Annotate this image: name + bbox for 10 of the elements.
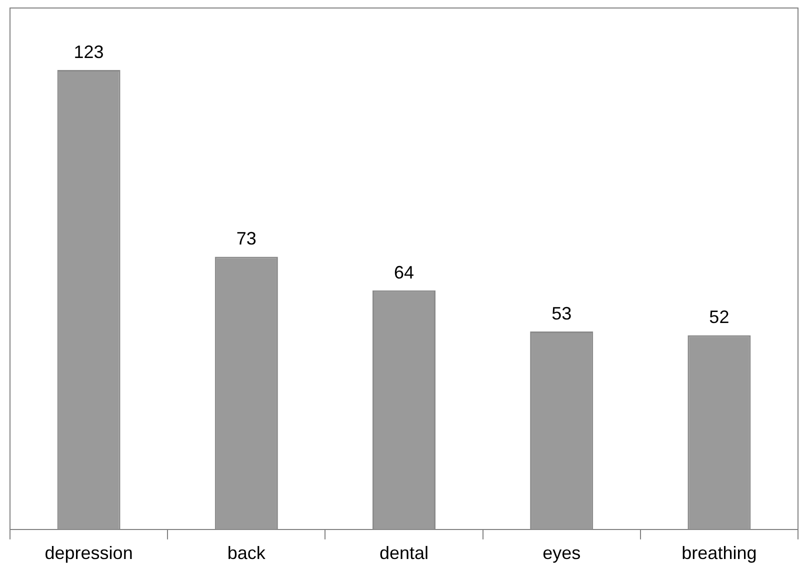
x-tick-label: back xyxy=(227,543,266,564)
data-label: 52 xyxy=(709,307,730,328)
x-tick-label: eyes xyxy=(542,543,581,564)
x-tick-label: depression xyxy=(44,543,133,564)
data-label: 53 xyxy=(552,303,572,324)
data-label: 73 xyxy=(236,228,256,249)
data-label: 64 xyxy=(394,262,414,282)
x-tick-label: breathing xyxy=(682,543,757,564)
x-tick-label: dental xyxy=(379,543,429,564)
data-label: 123 xyxy=(74,42,104,62)
